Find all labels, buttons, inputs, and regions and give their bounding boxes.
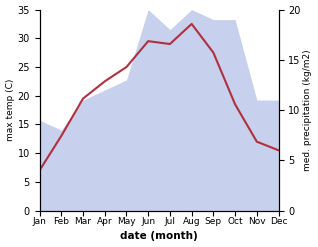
X-axis label: date (month): date (month) — [120, 231, 198, 242]
Y-axis label: med. precipitation (kg/m2): med. precipitation (kg/m2) — [303, 49, 313, 171]
Y-axis label: max temp (C): max temp (C) — [5, 79, 15, 141]
